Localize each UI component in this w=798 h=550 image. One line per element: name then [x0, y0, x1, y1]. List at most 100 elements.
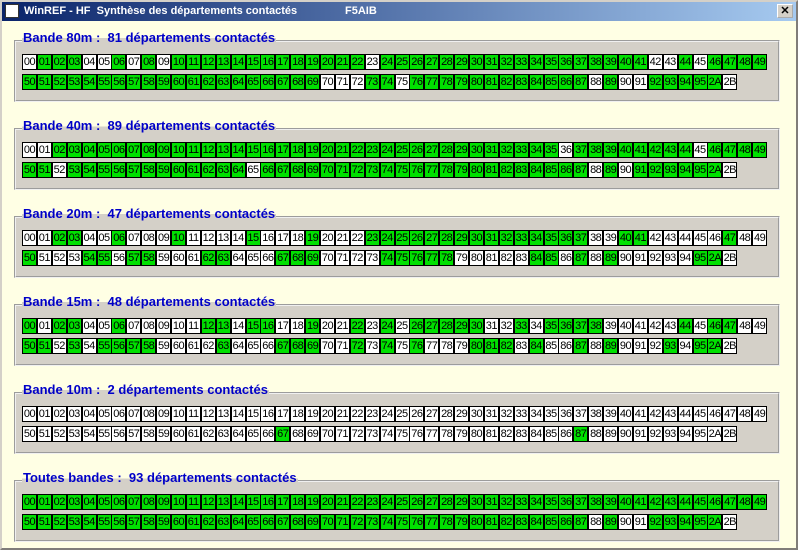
department-cell: 43	[662, 406, 678, 422]
department-cell: 03	[66, 54, 82, 70]
department-cell: 50	[22, 250, 37, 266]
department-cell: 82	[498, 338, 514, 354]
department-cell: 62	[200, 426, 216, 442]
department-cell: 26	[409, 406, 425, 422]
department-cell: 49	[752, 494, 768, 510]
department-cell: 57	[126, 250, 142, 266]
department-cell: 95	[692, 74, 708, 90]
department-cell: 25	[394, 494, 410, 510]
department-cell: 78	[439, 338, 455, 354]
department-cell: 92	[647, 162, 663, 178]
department-cell: 84	[528, 162, 544, 178]
department-cell: 90	[618, 338, 633, 354]
department-cell: 09	[156, 494, 172, 510]
department-cell: 76	[409, 74, 425, 90]
department-cell: 55	[96, 514, 112, 530]
department-cell: 47	[722, 230, 738, 246]
department-cell: 07	[126, 54, 142, 70]
department-cell: 43	[662, 54, 678, 70]
department-cell: 45	[692, 230, 708, 246]
department-cell: 00	[22, 54, 37, 70]
department-cell: 47	[722, 318, 738, 334]
department-cell: 53	[66, 514, 82, 530]
department-cell: 26	[409, 54, 425, 70]
department-cell: 80	[469, 74, 484, 90]
department-cell: 32	[498, 142, 514, 158]
department-cell: 15	[245, 54, 261, 70]
department-cell: 49	[752, 54, 768, 70]
department-cell: 31	[483, 230, 499, 246]
department-cell: 57	[126, 74, 142, 90]
close-button[interactable]: ✕	[777, 4, 793, 18]
department-cell: 07	[126, 494, 142, 510]
department-cell: 40	[618, 230, 633, 246]
department-cell: 31	[483, 54, 499, 70]
department-cell: 06	[111, 406, 127, 422]
department-cell: 34	[528, 142, 544, 158]
department-cell: 52	[51, 74, 67, 90]
department-cell: 88	[588, 250, 604, 266]
department-cell: 33	[513, 54, 529, 70]
department-cell: 67	[275, 338, 291, 354]
department-cell: 38	[588, 494, 604, 510]
department-cell: 69	[305, 338, 321, 354]
department-cell: 09	[156, 230, 172, 246]
department-cell: 70	[320, 250, 335, 266]
department-cell: 19	[305, 54, 321, 70]
department-cell: 32	[498, 494, 514, 510]
department-cell: 16	[260, 54, 276, 70]
department-cell: 25	[394, 318, 410, 334]
department-cell: 20	[320, 142, 335, 158]
department-cell: 2B	[722, 426, 738, 442]
department-cell: 63	[215, 250, 231, 266]
department-cell: 84	[528, 250, 544, 266]
department-cell: 79	[454, 426, 470, 442]
department-cell: 62	[200, 162, 216, 178]
department-cell: 04	[81, 142, 97, 158]
department-cell: 40	[618, 406, 633, 422]
department-cell: 13	[215, 230, 231, 246]
department-cell: 56	[111, 426, 127, 442]
department-cell: 70	[320, 426, 335, 442]
department-cell: 33	[513, 230, 529, 246]
department-cell: 72	[349, 338, 365, 354]
department-cell: 24	[379, 318, 395, 334]
department-cell: 17	[275, 494, 291, 510]
department-cell: 64	[230, 162, 246, 178]
department-cell: 95	[692, 162, 708, 178]
department-cell: 72	[349, 426, 365, 442]
department-cell: 93	[662, 250, 678, 266]
department-cell: 92	[647, 250, 663, 266]
department-cell: 00	[22, 406, 37, 422]
department-cell: 78	[439, 514, 455, 530]
department-cell: 84	[528, 514, 544, 530]
department-cell: 10	[171, 54, 186, 70]
department-cell: 93	[662, 426, 678, 442]
department-cell: 58	[141, 514, 157, 530]
department-cell: 48	[737, 230, 753, 246]
department-cell: 10	[171, 230, 186, 246]
department-cell: 32	[498, 318, 514, 334]
department-cell: 71	[334, 74, 350, 90]
department-cell: 17	[275, 142, 291, 158]
department-cell: 53	[66, 250, 82, 266]
department-cell: 22	[349, 406, 365, 422]
department-cell: 36	[558, 494, 574, 510]
department-cell: 14	[230, 54, 246, 70]
department-cell: 01	[36, 230, 52, 246]
department-cell: 94	[677, 250, 693, 266]
department-cell: 76	[409, 426, 425, 442]
department-cell: 73	[364, 338, 380, 354]
department-cell: 94	[677, 426, 693, 442]
department-cell: 79	[454, 74, 470, 90]
department-cell: 88	[588, 74, 604, 90]
department-cell: 39	[603, 406, 619, 422]
department-cell: 05	[96, 54, 112, 70]
department-cell: 81	[483, 514, 499, 530]
department-cell: 89	[603, 338, 619, 354]
department-cell: 43	[662, 230, 678, 246]
department-cell: 71	[334, 338, 350, 354]
department-cell: 38	[588, 54, 604, 70]
department-cell: 76	[409, 514, 425, 530]
department-cell: 90	[618, 162, 633, 178]
